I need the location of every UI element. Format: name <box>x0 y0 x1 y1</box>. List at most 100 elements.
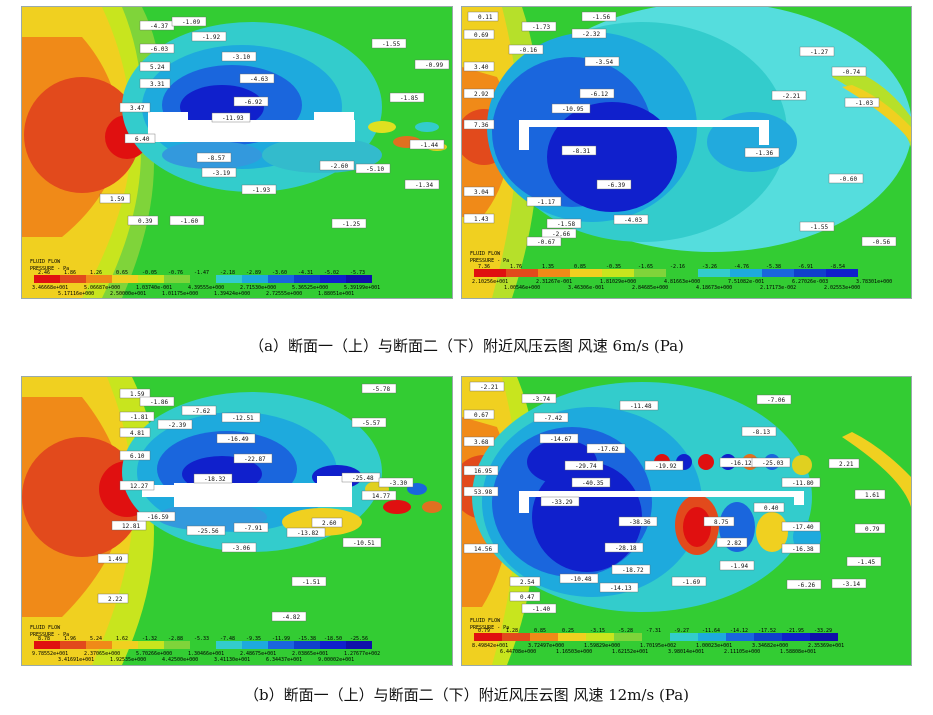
pressure-value: -25.56 <box>197 528 219 535</box>
legend-tick-label: 2.71530e+000 <box>240 285 276 291</box>
pressure-value-tag-box <box>844 97 880 108</box>
legend-tick-label: 2.35369e+001 <box>808 643 844 649</box>
pressure-value-tag-box <box>618 516 658 527</box>
legend-color-swatch <box>754 633 782 641</box>
pressure-value-tag: -25.03 <box>751 457 791 468</box>
pressure-value-tag-box <box>781 543 821 554</box>
pressure-contour-plot: 2.46 1.86 1.26 0.65 -0.05 -0.76 -1.47 -2.18 -2.8… <box>22 7 452 298</box>
pressure-value-tag: -1.81 <box>119 411 155 422</box>
pressure-value: -2.21 <box>480 384 498 391</box>
pressure-value-tag-box <box>331 218 367 229</box>
legend-swatch-value: -2.89 <box>246 270 261 276</box>
pressure-value: -25.48 <box>352 475 374 482</box>
pressure-value: 3.04 <box>474 189 489 196</box>
legend-swatch-value: 0.79 <box>478 628 490 634</box>
legend-swatch-value: 0.85 <box>534 628 546 634</box>
pressure-value: -1.09 <box>182 19 200 26</box>
pressure-value-tag: 12.27 <box>119 480 155 491</box>
pressure-value: -6.92 <box>244 99 262 106</box>
pressure-value: 0.67 <box>474 412 489 419</box>
legend-title-1: FLUID FLOW <box>30 625 61 631</box>
pressure-value: -0.74 <box>842 69 860 76</box>
pressure-value-tag-box <box>571 28 607 39</box>
pressure-value-tag: -13.82 <box>286 527 326 538</box>
legend-title-1: FLUID FLOW <box>470 618 501 624</box>
pressure-value-tag-box <box>744 147 780 158</box>
pressure-value-tag: -0.74 <box>831 66 867 77</box>
legend-tick-label: 6.44708e+000 <box>500 649 536 655</box>
pressure-value-tag-box <box>311 517 343 528</box>
legend-swatch-value: 1.86 <box>64 270 76 276</box>
legend-swatch-value: -0.05 <box>142 270 157 276</box>
legend-swatch-value: -8.54 <box>830 264 845 270</box>
legend-color-swatch <box>164 641 190 649</box>
pressure-labels: -4.37 -1.09 -6.03 -1.92 5.24 -3.10 3.31 -4.63 3.… <box>99 16 450 229</box>
pressure-value-tag: -8.57 <box>196 152 232 163</box>
pressure-value-tag: -25.56 <box>186 525 226 536</box>
pressure-value: -1.51 <box>302 579 320 586</box>
pressure-value-tag: -1.44 <box>409 139 445 150</box>
pressure-value-tag-box <box>799 221 835 232</box>
pressure-value: -18.32 <box>204 476 226 483</box>
pressure-value: -1.40 <box>532 606 550 613</box>
pressure-value: -16.49 <box>227 436 249 443</box>
legend-swatch-value: -2.16 <box>670 264 685 270</box>
legend-tick-label: 5.17116e+000 <box>58 291 94 297</box>
pressure-value-tag-box <box>127 215 159 226</box>
pressure-value: -19.92 <box>655 463 677 470</box>
contour-panel-b-section2: 0.79 1.28 0.85 0.25 -3.15 -5.28 -7.31 -9.27 -11.… <box>461 376 912 666</box>
pressure-value: -7.42 <box>544 415 562 422</box>
legend-swatch-value: -7.31 <box>646 628 661 634</box>
legend-color-swatch <box>570 269 602 277</box>
legend-color-swatch <box>502 633 530 641</box>
pressure-value-tag-box <box>799 46 835 57</box>
pressure-value-tag: -8.31 <box>561 145 597 156</box>
legend-color-swatch <box>826 269 858 277</box>
pressure-value-tag-box <box>671 576 707 587</box>
pressure-value: 2.54 <box>520 579 535 586</box>
pressure-value-tag-box <box>404 179 440 190</box>
pressure-value-tag-box <box>619 400 659 411</box>
pressure-value-tag: 0.40 <box>753 502 785 513</box>
pressure-value-tag-box <box>564 460 604 471</box>
pressure-value-tag-box <box>540 496 580 507</box>
pressure-value: 1.49 <box>108 556 123 563</box>
pressure-value-tag-box <box>599 582 639 593</box>
pressure-value-tag-box <box>119 480 155 491</box>
legend-swatch-value: -33.29 <box>814 628 832 634</box>
legend-swatch-value: -25.56 <box>350 636 368 642</box>
pressure-value-tag: 8.75 <box>703 516 735 527</box>
pressure-value: -7.91 <box>244 525 262 532</box>
legend-tick-label: 3.72497e+000 <box>528 643 564 649</box>
legend-tick-label: 1.00023e+001 <box>696 643 732 649</box>
pressure-value: -1.73 <box>532 24 550 31</box>
pressure-value: -5.78 <box>372 386 390 393</box>
pressure-value: 3.47 <box>130 105 145 112</box>
pressure-value-tag: -11.93 <box>211 112 251 123</box>
pressure-value-tag-box <box>551 103 591 114</box>
pressure-value-tag: -0.16 <box>508 44 544 55</box>
pressure-value-tag-box <box>355 163 391 174</box>
pressure-value-tag: -0.67 <box>526 236 562 247</box>
pressure-value-tag: 3.68 <box>463 436 495 447</box>
pressure-value: -1.36 <box>755 150 773 157</box>
legend-swatch-value: -3.26 <box>702 264 717 270</box>
legend-tick-label: 3.41691e+001 <box>58 657 94 663</box>
pressure-value-tag-box <box>521 21 557 32</box>
legend-color-swatch <box>242 641 268 649</box>
pressure-value: 2.82 <box>727 540 742 547</box>
pressure-value-tag-box <box>351 417 387 428</box>
legend-swatch-value: 8.78 <box>38 636 50 642</box>
pressure-value: -1.55 <box>382 41 400 48</box>
legend-tick-label: 9.00002e+001 <box>318 657 354 663</box>
pressure-value-tag: -0.99 <box>414 59 450 70</box>
pressure-value-tag-box <box>463 213 495 224</box>
pressure-value: 3.40 <box>474 64 489 71</box>
pressure-value: -1.03 <box>855 100 873 107</box>
legend-color-swatch <box>474 269 506 277</box>
pressure-value-tag-box <box>181 405 217 416</box>
pressure-value: -3.54 <box>595 59 613 66</box>
pressure-value-tag-box <box>221 412 261 423</box>
pressure-value: -16.59 <box>147 514 169 521</box>
pressure-value-tag-box <box>157 419 193 430</box>
